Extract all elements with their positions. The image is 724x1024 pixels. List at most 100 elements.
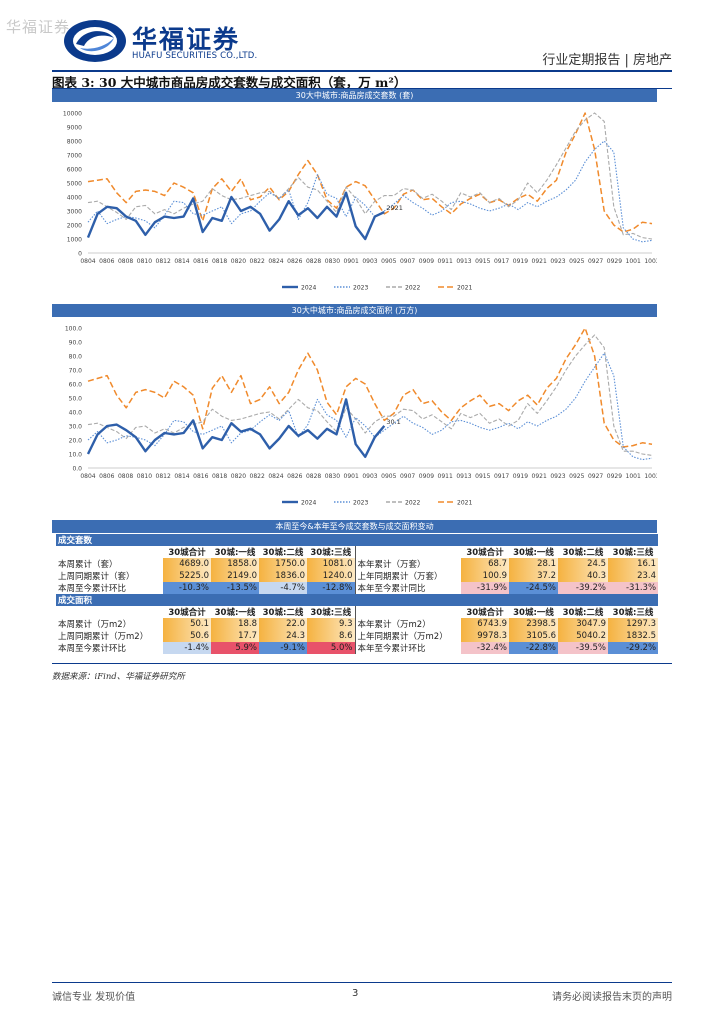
table-cell: 8.6 <box>307 630 355 642</box>
legend-label-2021: 2021 <box>457 500 472 507</box>
table-title: 本周至今&本年至今成交套数与成交面积变动 <box>52 520 657 533</box>
x-tick-label: 0830 <box>325 258 340 265</box>
x-tick-label: 0822 <box>250 473 265 480</box>
column-header: 30城:二线 <box>262 608 304 618</box>
table-cell: 24.3 <box>259 630 307 642</box>
x-tick-label: 0915 <box>475 473 490 480</box>
x-tick-label: 0913 <box>456 473 471 480</box>
table-cell: 100.9 <box>461 570 509 582</box>
y-tick-label: 10000 <box>63 111 82 118</box>
row-label: 上年同期累计（万m2） <box>354 630 461 642</box>
header-divider <box>52 70 672 72</box>
data-source: 数据来源：iFind、华福证券研究所 <box>52 672 185 682</box>
table-row: 上周同期累计（套） 5225.0 2149.0 1836.0 1240.0 上年同期累计（… <box>56 570 659 582</box>
series-line-2024 <box>86 398 386 458</box>
column-header <box>56 606 163 618</box>
table-cell: -39.2% <box>558 582 608 594</box>
table-cell: 9.3 <box>307 618 355 630</box>
table-header-row: 30城合计 30城:一线 30城:二线 30城:三线 30城合计 30城:一线 30城:二线… <box>56 546 658 558</box>
figure-title: 图表 3: 30 大中城市商品房成交套数与成交面积（套，万 m²） <box>52 75 407 90</box>
column-header: 30城:一线 <box>513 548 554 558</box>
x-tick-label: 0903 <box>362 473 377 480</box>
column-header: 30城合计 <box>466 548 504 558</box>
x-tick-label: 0927 <box>588 258 603 265</box>
footer-disclaimer: 请务必阅读报告末页的声明 <box>552 992 672 1003</box>
y-tick-label: 6000 <box>67 167 82 174</box>
table-cell: 3105.6 <box>509 630 558 642</box>
column-header: 30城:三线 <box>612 608 654 618</box>
column-header: 30城合计 <box>466 608 504 618</box>
column-header: 30城:三线 <box>310 608 352 618</box>
y-tick-label: 80.0 <box>69 354 83 361</box>
x-tick-label: 0917 <box>494 258 509 265</box>
x-tick-label: 0808 <box>118 258 133 265</box>
column-header: 30城:一线 <box>214 548 256 558</box>
table-cell: 68.7 <box>461 558 509 570</box>
table-cell: 2398.5 <box>509 618 558 630</box>
x-tick-label: 0814 <box>174 258 189 265</box>
y-tick-label: 100.0 <box>65 326 82 333</box>
table-cell: 16.1 <box>608 558 659 570</box>
y-tick-label: 2000 <box>67 223 82 230</box>
x-tick-label: 0907 <box>400 473 415 480</box>
y-tick-label: 90.0 <box>69 340 83 347</box>
table-section-header: 成交面积 <box>56 594 659 606</box>
y-tick-label: 1000 <box>67 237 82 244</box>
table-cell: -9.1% <box>259 642 307 654</box>
series-line-2022 <box>87 334 653 456</box>
legend-label-2021: 2021 <box>457 285 472 292</box>
chart2-title: 30大中城市:商品房成交面积 (万方) <box>52 304 657 317</box>
table-cell: 9978.3 <box>461 630 509 642</box>
series-line-2023 <box>87 140 653 243</box>
y-tick-label: 50.0 <box>69 396 83 403</box>
table-cell: 5225.0 <box>163 570 211 582</box>
y-tick-label: 20.0 <box>69 438 83 445</box>
table-cell: 3047.9 <box>558 618 608 630</box>
chart-transaction-area: 0.0 10.0 20.0 30.0 40.0 50.0 60.0 70.0 80.0 90.0 1… <box>65 326 657 507</box>
y-tick-label: 7000 <box>67 153 82 160</box>
table-cell: 23.4 <box>608 570 659 582</box>
y-tick-label: 0 <box>78 251 82 258</box>
column-header: 30城:三线 <box>612 548 654 558</box>
table-cell: -13.5% <box>211 582 259 594</box>
x-tick-label: 0929 <box>607 473 622 480</box>
x-tick-label: 0824 <box>268 473 283 480</box>
last-value-annotation: 30.1 <box>386 418 400 426</box>
x-tick-label: 0816 <box>193 258 208 265</box>
x-tick-label: 0915 <box>475 258 490 265</box>
row-label: 上周同期累计（万m2） <box>58 632 149 642</box>
y-tick-label: 0.0 <box>72 466 82 473</box>
column-header: 30城:一线 <box>214 608 256 618</box>
table-header-row: 30城合计 30城:一线 30城:二线 30城:三线 30城合计 30城:一线 30城:二线… <box>56 606 658 618</box>
table-row: 本周累计（万m2） 50.1 18.8 22.0 9.3 本年累计（万m2） 6743.9 2… <box>56 618 659 630</box>
table-row: 本周至今累计环比 -10.3% -13.5% -4.7% -12.8% 本年至今累计同比 -… <box>56 582 659 594</box>
x-tick-label: 0921 <box>532 258 547 265</box>
x-tick-label: 0830 <box>325 473 340 480</box>
x-tick-label: 0822 <box>250 258 265 265</box>
table-section-row: 成交套数 <box>56 534 659 546</box>
table-cell: -4.7% <box>259 582 307 594</box>
x-tick-label: 0923 <box>550 473 565 480</box>
x-tick-label: 0925 <box>569 473 584 480</box>
company-logo-icon <box>64 20 126 62</box>
x-tick-label: 0814 <box>174 473 189 480</box>
footer-divider <box>52 982 672 983</box>
row-label: 本年累计（万套） <box>354 558 461 570</box>
table-row: 本周累计（套） 4689.0 1858.0 1750.0 1081.0 本年累计（万套） 6… <box>56 558 659 570</box>
series-line-2022 <box>87 112 653 240</box>
x-tick-label: 0804 <box>80 258 95 265</box>
row-label: 本年至今累计环比 <box>354 642 461 654</box>
x-tick-label: 0911 <box>438 473 453 480</box>
table-row: 上周同期累计（万m2） 50.6 17.7 24.3 8.6 上年同期累计（万m2） 997… <box>56 630 659 642</box>
table-cell: 50.1 <box>163 618 211 630</box>
x-tick-label: 0919 <box>513 258 528 265</box>
table-cell: 2149.0 <box>211 570 259 582</box>
series-line-2021 <box>87 327 653 448</box>
x-tick-label: 0905 <box>381 473 396 480</box>
x-tick-label: 0917 <box>494 473 509 480</box>
table-cell: -12.8% <box>307 582 355 594</box>
source-divider <box>52 663 672 664</box>
table-cell: 28.1 <box>509 558 558 570</box>
x-tick-label: 1001 <box>626 258 641 265</box>
